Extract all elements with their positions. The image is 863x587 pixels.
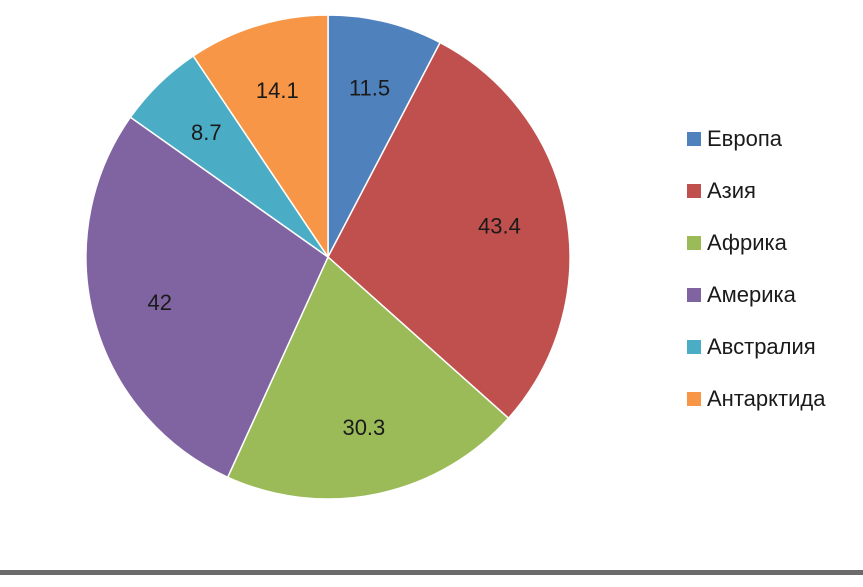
legend-item-australia: Австралия — [687, 321, 863, 373]
pie-slice-asia — [327, 41, 571, 420]
legend-label-australia: Австралия — [707, 334, 816, 359]
legend-item-asia: Азия — [687, 165, 863, 217]
pie-slice-africa — [226, 255, 510, 500]
data-label-europe: 11.5 — [349, 75, 390, 100]
legend-swatch-europe — [687, 132, 701, 146]
pie-slice-america — [85, 116, 329, 479]
legend-swatch-australia — [687, 340, 701, 354]
bottom-divider — [0, 570, 863, 575]
legend-swatch-asia — [687, 184, 701, 198]
pie-slices — [85, 14, 571, 500]
legend-label-america: Америка — [707, 282, 796, 307]
legend-swatch-antarctica — [687, 392, 701, 406]
legend-item-africa: Африка — [687, 217, 863, 269]
data-label-africa: 30.3 — [342, 415, 385, 440]
data-label-asia: 43.4 — [478, 213, 521, 238]
legend-label-africa: Африка — [707, 230, 787, 255]
legend-label-asia: Азия — [707, 178, 756, 203]
legend-item-antarctica: Антарктида — [687, 373, 863, 425]
data-label-antarctica: 14.1 — [256, 78, 299, 103]
legend-swatch-africa — [687, 236, 701, 250]
legend-item-america: Америка — [687, 269, 863, 321]
pie-slice-antarctica — [192, 14, 329, 260]
legend-label-europe: Европа — [707, 126, 782, 151]
legend-swatch-america — [687, 288, 701, 302]
legend-label-antarctica: Антарктида — [707, 386, 826, 411]
data-label-america: 42 — [148, 290, 172, 315]
data-label-australia: 8.7 — [191, 120, 222, 145]
pie-data-labels: 11.5 43.4 30.3 42 8.7 14.1 — [148, 75, 521, 440]
pie-slice-europe — [327, 14, 442, 258]
legend: Европа Азия Африка Америка Австралия Ант… — [687, 113, 863, 425]
legend-item-europe: Европа — [687, 113, 863, 165]
